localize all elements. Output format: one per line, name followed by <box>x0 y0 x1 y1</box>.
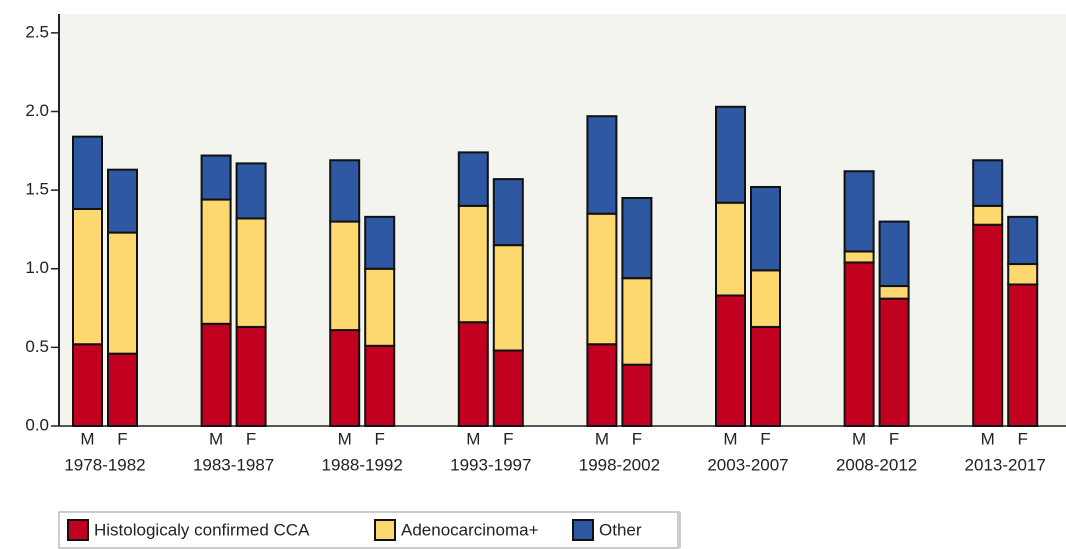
bar-segment <box>843 261 875 427</box>
x-tick-label: F <box>117 429 127 448</box>
bar-segment <box>878 297 910 427</box>
bar-segment <box>621 363 653 427</box>
bar-segment <box>200 154 232 201</box>
bar-segment <box>107 352 138 427</box>
y-tick-label: 2.5 <box>25 22 49 41</box>
x-tick-label: M <box>338 429 352 448</box>
bar-segment <box>72 135 103 210</box>
bar-segment <box>878 220 910 288</box>
legend-label: Other <box>599 520 642 539</box>
bar-segment <box>1007 215 1039 266</box>
bar-segment <box>1007 263 1039 286</box>
x-tick-label: F <box>1018 429 1028 448</box>
bar-segment <box>492 178 524 247</box>
x-tick-label: M <box>209 429 223 448</box>
bar-segment <box>878 285 910 300</box>
legend-swatch <box>572 519 594 541</box>
bar-segment <box>364 267 396 347</box>
bar-segment <box>715 294 746 428</box>
bar-segment <box>72 207 103 346</box>
group-label: 1978-1982 <box>64 455 145 474</box>
bar-segment <box>492 244 524 352</box>
bar-segment <box>200 322 232 427</box>
x-tick-label: M <box>80 429 94 448</box>
bar-segment <box>750 185 781 272</box>
y-tick-label: 2.0 <box>25 101 49 120</box>
group-label: 2013-2017 <box>965 455 1046 474</box>
bar-segment <box>329 159 361 223</box>
y-tick-label: 0.0 <box>25 415 49 434</box>
legend-swatch <box>67 519 89 541</box>
bar-segment <box>457 321 489 428</box>
bar-segment <box>200 198 232 325</box>
bar-segment <box>715 105 746 204</box>
x-tick-label: F <box>889 429 899 448</box>
x-tick-label: M <box>981 429 995 448</box>
x-tick-label: M <box>852 429 866 448</box>
bar-segment <box>972 159 1004 207</box>
bar-segment <box>457 204 489 324</box>
bar-segment <box>329 220 361 332</box>
bar-segment <box>1007 283 1039 428</box>
group-label: 2003-2007 <box>707 455 788 474</box>
bar-segment <box>972 223 1004 427</box>
group-label: 1998-2002 <box>579 455 660 474</box>
x-tick-label: F <box>503 429 513 448</box>
bar-segment <box>457 151 489 207</box>
bar-segment <box>586 115 618 215</box>
x-tick-label: M <box>723 429 737 448</box>
x-tick-label: F <box>375 429 385 448</box>
group-label: 1983-1987 <box>193 455 274 474</box>
x-tick-label: F <box>632 429 642 448</box>
bar-segment <box>235 162 267 220</box>
y-tick-label: 0.5 <box>25 337 49 356</box>
legend-swatch <box>374 519 396 541</box>
x-tick-label: M <box>595 429 609 448</box>
bar-segment <box>843 250 875 264</box>
bar-segment <box>364 215 396 270</box>
bar-segment <box>972 204 1004 226</box>
bar-segment <box>621 277 653 366</box>
x-tick-label: F <box>760 429 770 448</box>
x-tick-label: M <box>466 429 480 448</box>
group-label: 1993-1997 <box>450 455 531 474</box>
legend-label: Adenocarcinoma+ <box>401 520 539 539</box>
group-label: 1988-1992 <box>322 455 403 474</box>
bar-segment <box>492 349 524 427</box>
y-tick-label: 1.0 <box>25 258 49 277</box>
bar-segment <box>235 217 267 328</box>
bar-segment <box>329 329 361 427</box>
bar-segment <box>715 201 746 297</box>
bar-segment <box>621 196 653 280</box>
bar-segment <box>364 344 396 427</box>
bar-segment <box>586 343 618 427</box>
bar-segment <box>107 231 138 355</box>
bar-segment <box>235 325 267 428</box>
y-tick-label: 1.5 <box>25 180 49 199</box>
bar-segment <box>72 343 103 427</box>
group-label: 2008-2012 <box>836 455 917 474</box>
bar-segment <box>750 325 781 428</box>
bar-segment <box>107 168 138 234</box>
bar-segment <box>586 212 618 346</box>
bar-segment <box>750 269 781 328</box>
legend-label: Histologicaly confirmed CCA <box>94 520 310 539</box>
bar-segment <box>843 170 875 253</box>
x-tick-label: F <box>246 429 256 448</box>
